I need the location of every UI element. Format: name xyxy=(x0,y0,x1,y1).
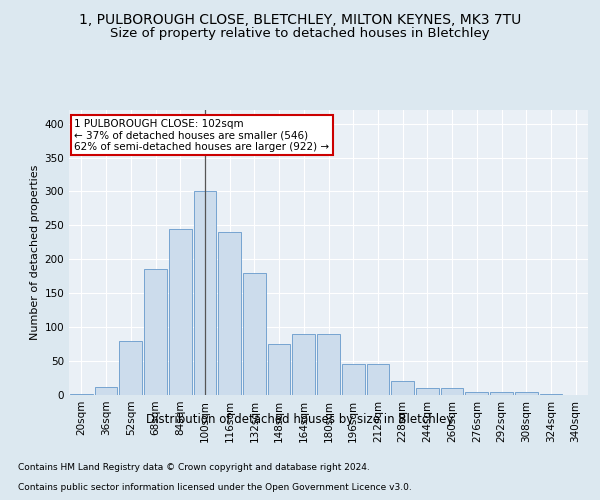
Text: 1, PULBOROUGH CLOSE, BLETCHLEY, MILTON KEYNES, MK3 7TU: 1, PULBOROUGH CLOSE, BLETCHLEY, MILTON K… xyxy=(79,12,521,26)
Bar xyxy=(70,394,93,395)
Y-axis label: Number of detached properties: Number of detached properties xyxy=(30,165,40,340)
Bar xyxy=(466,392,488,395)
Bar xyxy=(119,340,142,395)
Bar xyxy=(218,232,241,395)
Bar xyxy=(367,364,389,395)
Bar xyxy=(292,334,315,395)
Text: Size of property relative to detached houses in Bletchley: Size of property relative to detached ho… xyxy=(110,28,490,40)
Text: Contains public sector information licensed under the Open Government Licence v3: Contains public sector information licen… xyxy=(18,484,412,492)
Bar xyxy=(391,382,414,395)
Bar xyxy=(194,192,216,395)
Bar xyxy=(243,273,266,395)
Bar xyxy=(95,387,118,395)
Bar xyxy=(515,392,538,395)
Bar xyxy=(416,388,439,395)
Bar xyxy=(317,334,340,395)
Text: 1 PULBOROUGH CLOSE: 102sqm
← 37% of detached houses are smaller (546)
62% of sem: 1 PULBOROUGH CLOSE: 102sqm ← 37% of deta… xyxy=(74,118,329,152)
Bar xyxy=(268,344,290,395)
Bar xyxy=(169,229,191,395)
Text: Distribution of detached houses by size in Bletchley: Distribution of detached houses by size … xyxy=(146,412,454,426)
Bar xyxy=(144,270,167,395)
Text: Contains HM Land Registry data © Crown copyright and database right 2024.: Contains HM Land Registry data © Crown c… xyxy=(18,464,370,472)
Bar xyxy=(490,392,513,395)
Bar xyxy=(342,364,365,395)
Bar xyxy=(441,388,463,395)
Bar xyxy=(539,394,562,395)
